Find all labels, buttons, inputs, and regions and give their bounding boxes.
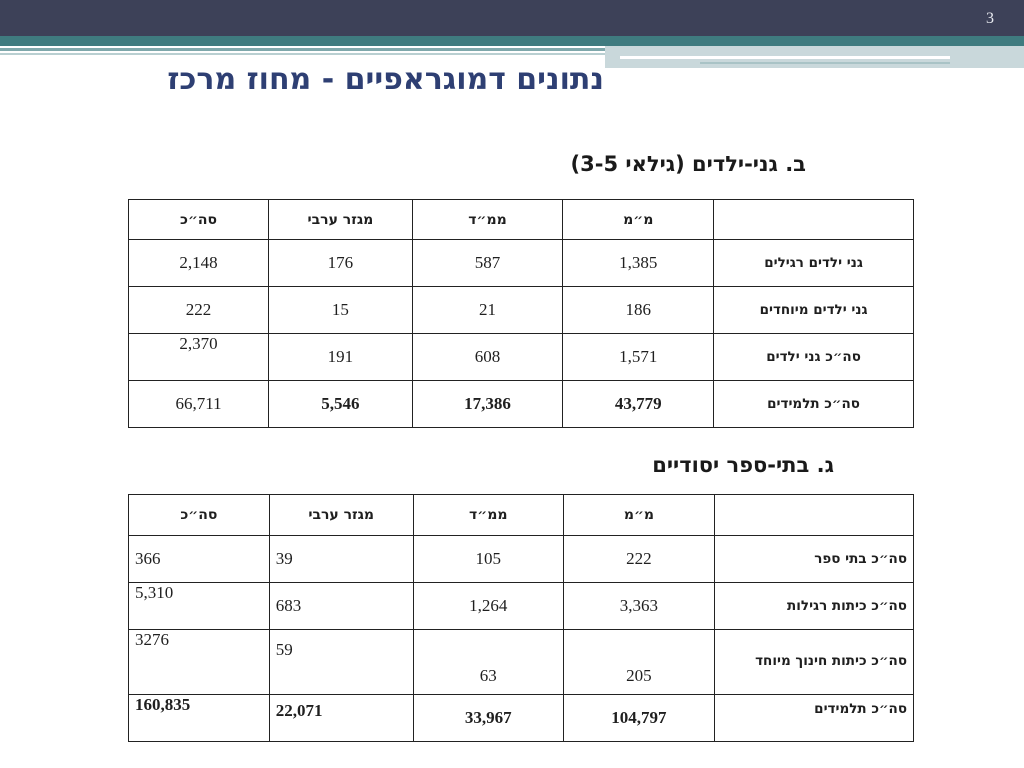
cell-arab: 59	[268, 629, 414, 695]
cell-total: 3276	[128, 629, 270, 695]
header-cell-mmd: ממ״ד	[411, 199, 564, 240]
cell-arab: 191	[268, 333, 413, 381]
page-number: 3	[986, 10, 994, 27]
cell-mmd: 17,386	[411, 380, 564, 428]
cell-mm: 186	[562, 286, 715, 334]
cell-arab: 683	[268, 582, 414, 630]
section-title-kindergartens: ב. גני-ילדים (גילאי 3-5)	[570, 152, 806, 176]
header-cell-empty	[713, 199, 914, 240]
table-header-row: מ״מ ממ״ד מגזר ערבי סה״כ	[127, 199, 914, 240]
cell-mmd: 1,264	[412, 582, 564, 630]
header-block-line	[620, 56, 950, 59]
cell-mm: 104,797	[562, 694, 716, 742]
cell-total: 2,370	[127, 333, 270, 381]
kindergartens-table: מ״מ ממ״ד מגזר ערבי סה״כ גני ילדים רגילים…	[127, 199, 914, 428]
row-label: סה״כ בתי ספר	[714, 535, 914, 583]
cell-arab: 22,071	[268, 694, 414, 742]
cell-total: 5,310	[128, 582, 270, 630]
header-cell-mm: מ״מ	[562, 494, 716, 536]
table-row: גני ילדים מיוחדים 186 21 15 222	[127, 286, 914, 334]
table-row: סה״כ גני ילדים 1,571 608 191 2,370	[127, 333, 914, 381]
cell-arab: 5,546	[268, 380, 413, 428]
table-row: סה״כ כיתות רגילות 3,363 1,264 683 5,310	[128, 582, 914, 630]
cell-mmd: 63	[412, 629, 564, 695]
elementary-schools-table: מ״מ ממ״ד מגזר ערבי סה״כ סה״כ בתי ספר 222…	[128, 494, 914, 742]
cell-mm: 1,385	[562, 239, 715, 287]
cell-mmd: 21	[411, 286, 564, 334]
page-title: נתונים דמוגראפיים - מחוז מרכז	[167, 62, 604, 97]
row-label: גני ילדים רגילים	[713, 239, 914, 287]
header-cell-mmd: ממ״ד	[412, 494, 564, 536]
row-label: סה״כ תלמידים	[713, 380, 914, 428]
header-block-line-thin	[700, 62, 950, 64]
header-line	[0, 48, 605, 51]
header-accent-band	[0, 36, 1024, 46]
cell-mm: 205	[562, 629, 716, 695]
cell-total: 66,711	[127, 380, 270, 428]
cell-total: 160,835	[128, 694, 270, 742]
row-label: סה״כ כיתות חינוך מיוחד	[714, 629, 914, 695]
cell-mm: 222	[562, 535, 716, 583]
cell-mm: 1,571	[562, 333, 715, 381]
row-label: סה״כ גני ילדים	[713, 333, 914, 381]
header-cell-total: סה״כ	[128, 494, 270, 536]
cell-mmd: 587	[411, 239, 564, 287]
cell-mmd: 105	[412, 535, 564, 583]
cell-mmd: 33,967	[412, 694, 564, 742]
cell-mm: 3,363	[562, 582, 716, 630]
table-row: גני ילדים רגילים 1,385 587 176 2,148	[127, 239, 914, 287]
row-label: סה״כ כיתות רגילות	[714, 582, 914, 630]
table-row: סה״כ כיתות חינוך מיוחד 205 63 59 3276	[128, 629, 914, 695]
header-cell-mm: מ״מ	[562, 199, 715, 240]
cell-total: 2,148	[127, 239, 270, 287]
header-line-thin	[0, 53, 605, 55]
cell-arab: 176	[268, 239, 413, 287]
header-cell-arab: מגזר ערבי	[268, 199, 413, 240]
cell-arab: 39	[268, 535, 414, 583]
table-header-row: מ״מ ממ״ד מגזר ערבי סה״כ	[128, 494, 914, 536]
section-title-elementary-schools: ג. בתי-ספר יסודיים	[652, 453, 834, 477]
cell-mm: 43,779	[562, 380, 715, 428]
header-cell-arab: מגזר ערבי	[268, 494, 414, 536]
row-label: סה״כ תלמידים	[714, 694, 914, 742]
table-row: סה״כ תלמידים 43,779 17,386 5,546 66,711	[127, 380, 914, 428]
row-label: גני ילדים מיוחדים	[713, 286, 914, 334]
header-cell-total: סה״כ	[127, 199, 270, 240]
cell-total: 222	[127, 286, 270, 334]
cell-total: 366	[128, 535, 270, 583]
cell-mmd: 608	[411, 333, 564, 381]
cell-arab: 15	[268, 286, 413, 334]
table-row: סה״כ בתי ספר 222 105 39 366	[128, 535, 914, 583]
header-band	[0, 0, 1024, 36]
table-row: סה״כ תלמידים 104,797 33,967 22,071 160,8…	[128, 694, 914, 742]
header-cell-empty	[714, 494, 914, 536]
